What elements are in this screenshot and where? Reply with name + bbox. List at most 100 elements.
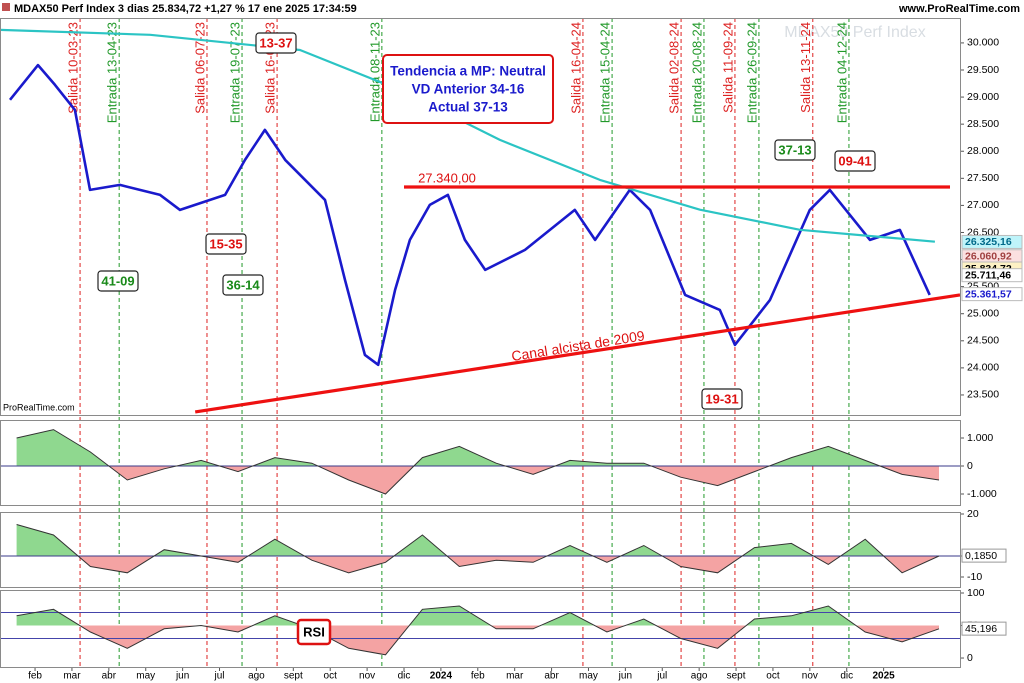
x-tick-label: oct bbox=[324, 671, 338, 682]
signal-label: Entrada 04-12-24 bbox=[834, 22, 849, 123]
signal-label: Salida 13-11-24 bbox=[798, 22, 813, 113]
x-tick-label: nov bbox=[359, 671, 375, 682]
signal-label: Salida 06-07-23 bbox=[192, 22, 207, 114]
area-fill bbox=[78, 556, 939, 573]
annotation: 27.340,00 bbox=[418, 170, 476, 185]
y-tick-label: 25.000 bbox=[967, 308, 999, 320]
x-tick-label: jun bbox=[618, 671, 632, 682]
annotation-box bbox=[296, 618, 332, 646]
info-line: Tendencia a MP: Neutral bbox=[390, 64, 546, 79]
x-tick-label: abr bbox=[102, 671, 117, 682]
annotation-box bbox=[701, 388, 743, 410]
signal-label: Salida 02-08-24 bbox=[667, 22, 682, 114]
series-line bbox=[8, 63, 931, 367]
watermark: MDAX50 Perf Index bbox=[784, 24, 925, 41]
annotation: 36-14 bbox=[226, 277, 260, 292]
y-tick-label: 27.000 bbox=[967, 199, 999, 211]
x-tick-label: jul bbox=[214, 671, 225, 682]
info-line: Actual 37-13 bbox=[428, 100, 508, 115]
last-value: 0,1850 bbox=[965, 550, 997, 562]
signal-label: Entrada 26-09-24 bbox=[744, 22, 759, 123]
y-tick-label: 30.000 bbox=[967, 37, 999, 49]
area-fill bbox=[16, 524, 939, 557]
x-tick-label: ago bbox=[248, 671, 265, 682]
annotation: 13-37 bbox=[259, 35, 292, 50]
y-tick-label: 24.500 bbox=[967, 335, 999, 347]
annotation: 41-09 bbox=[101, 273, 134, 288]
annotation: 19-31 bbox=[705, 391, 738, 406]
x-tick-label: jul bbox=[656, 671, 667, 682]
series-line bbox=[194, 293, 961, 414]
y-tick-label: 28.000 bbox=[967, 145, 999, 157]
y-tick-label: 24.000 bbox=[967, 362, 999, 374]
signal-label: Salida 16-04-24 bbox=[568, 22, 583, 114]
y-tick-label: 0 bbox=[967, 460, 973, 472]
y-tick-label: 1.000 bbox=[967, 432, 993, 444]
series-line bbox=[0, 28, 935, 243]
main-pane-frame bbox=[0, 18, 961, 416]
header-site: www.ProRealTime.com bbox=[898, 3, 1020, 15]
x-tick-label: feb bbox=[471, 671, 485, 682]
x-tick-label: sept bbox=[284, 671, 303, 682]
x-tick-label: sept bbox=[727, 671, 746, 682]
signal-label: Entrada 08-11-23 bbox=[367, 22, 382, 122]
header-icon bbox=[2, 3, 10, 11]
header-title: MDAX50 Perf Index 3 dias 25.834,72 +1,27… bbox=[14, 3, 357, 15]
x-tick-label: nov bbox=[802, 671, 818, 682]
signal-label: Salida 11-09-24 bbox=[720, 22, 735, 113]
x-tick-label: jun bbox=[175, 671, 189, 682]
signal-label: Salida 10-03-23 bbox=[65, 22, 80, 114]
oscillator-line bbox=[16, 524, 940, 574]
pane-frame bbox=[0, 590, 961, 668]
pane-frame bbox=[0, 512, 961, 588]
signal-label: Entrada 13-04-23 bbox=[105, 22, 120, 123]
info-box bbox=[382, 54, 554, 124]
annotation-box bbox=[774, 139, 816, 161]
annotation-box bbox=[834, 150, 876, 172]
last-value-box bbox=[961, 548, 1007, 563]
x-tick-label: abr bbox=[544, 671, 559, 682]
y-tick-label: 100 bbox=[967, 587, 985, 599]
footer-mark: ProRealTime.com bbox=[3, 402, 75, 412]
signal-label: Entrada 19-07-23 bbox=[227, 22, 242, 123]
y-tick-label: 29.500 bbox=[967, 64, 999, 76]
y-tick-label: 23.500 bbox=[967, 389, 999, 401]
signal-label: Entrada 20-08-24 bbox=[689, 22, 704, 123]
oscillator-line bbox=[16, 429, 940, 495]
plot-layer: Salida 10-03-23 Entrada 13-04-23 Salida 06… bbox=[0, 18, 1023, 682]
x-tick-label: mar bbox=[506, 671, 524, 682]
area-fill bbox=[16, 429, 880, 466]
x-tick-label: may bbox=[136, 671, 155, 682]
x-tick-label: dic bbox=[840, 671, 853, 682]
pane-frame bbox=[0, 420, 961, 506]
x-tick-label: may bbox=[579, 671, 598, 682]
oscillator-line bbox=[16, 605, 940, 656]
annotation: 15-35 bbox=[209, 236, 242, 251]
annotation-box bbox=[97, 270, 139, 292]
y-tick-label: -10 bbox=[967, 571, 982, 583]
area-fill bbox=[79, 625, 939, 655]
annotation: 37-13 bbox=[778, 142, 811, 157]
info-line: VD Anterior 34-16 bbox=[412, 82, 525, 97]
area-fill bbox=[16, 606, 939, 626]
price-label-box bbox=[961, 234, 1023, 249]
last-value: 45,196 bbox=[965, 623, 997, 635]
annotation: 09-41 bbox=[838, 153, 871, 168]
annotation-box bbox=[222, 274, 264, 296]
price-label-box bbox=[961, 268, 1023, 283]
annotation-box bbox=[255, 32, 297, 54]
x-tick-label: feb bbox=[28, 671, 42, 682]
price-label: 26.325,16 bbox=[965, 236, 1012, 248]
price-label: 26.060,92 bbox=[965, 251, 1012, 263]
x-tick-label: oct bbox=[766, 671, 780, 682]
price-label-box bbox=[961, 287, 1023, 302]
price-label: 25.361,57 bbox=[965, 288, 1012, 300]
last-value-box bbox=[961, 621, 1007, 636]
y-tick-label: 0 bbox=[967, 652, 973, 664]
price-label: 25.711,46 bbox=[965, 269, 1011, 281]
x-tick-label: mar bbox=[63, 671, 81, 682]
area-fill bbox=[16, 465, 939, 494]
x-tick-label: 2025 bbox=[873, 671, 896, 682]
y-tick-label: 27.500 bbox=[967, 172, 999, 184]
